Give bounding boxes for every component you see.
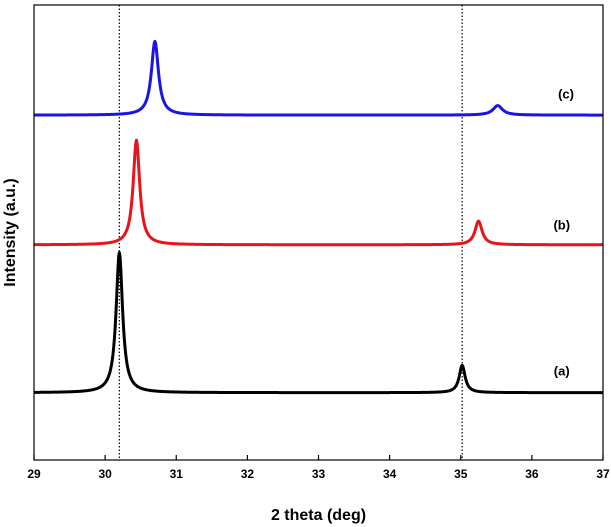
x-tick-label: 34 bbox=[383, 467, 397, 481]
reference-lines bbox=[118, 5, 463, 460]
x-tick-label: 37 bbox=[596, 467, 610, 481]
series-layer: (a) (b) (c) bbox=[33, 39, 604, 395]
series-label-b: (b) bbox=[553, 217, 570, 232]
x-axis-title: 2 theta (deg) bbox=[271, 507, 366, 524]
series-line-a bbox=[33, 251, 604, 395]
y-axis-title: Intensity (a.u.) bbox=[2, 178, 19, 286]
x-tick-label: 35 bbox=[454, 467, 468, 481]
series-line-b bbox=[33, 138, 604, 247]
x-tick-label: 33 bbox=[312, 467, 326, 481]
series-label-c: (c) bbox=[558, 87, 574, 102]
x-tick-label: 29 bbox=[27, 467, 41, 481]
series-line-c bbox=[33, 39, 604, 117]
series-label-a: (a) bbox=[554, 363, 570, 378]
x-axis-ticks: 29 30 31 32 33 34 35 36 37 bbox=[27, 455, 610, 481]
x-tick-label: 30 bbox=[98, 467, 112, 481]
x-tick-label: 32 bbox=[241, 467, 255, 481]
x-tick-label: 36 bbox=[525, 467, 539, 481]
x-tick-label: 31 bbox=[170, 467, 184, 481]
